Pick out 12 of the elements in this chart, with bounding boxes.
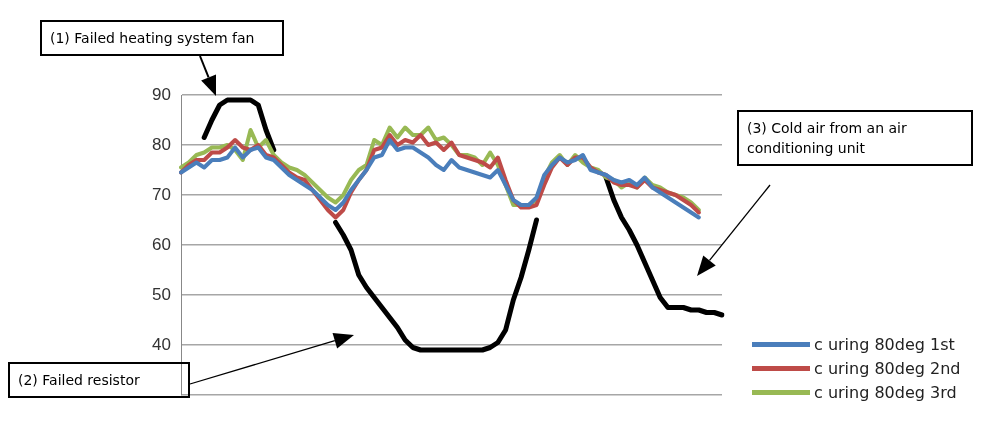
- y-tick-label: 80: [152, 134, 171, 154]
- y-tick-label: 50: [152, 284, 171, 304]
- legend-label: c uring 80deg 2nd: [814, 358, 961, 378]
- y-tick-label: 60: [152, 234, 171, 254]
- legend-label: c uring 80deg 1st: [814, 334, 955, 354]
- y-tick-label: 40: [152, 334, 171, 354]
- y-tick-label: 70: [152, 184, 171, 204]
- y-tick-label: 90: [152, 84, 171, 104]
- text: (2) Failed resistor: [8, 362, 190, 398]
- legend-label: c uring 80deg 3rd: [814, 382, 957, 402]
- text: (3) Cold air from an air conditioning unit: [737, 110, 973, 166]
- text: (1) Failed heating system fan: [40, 20, 284, 56]
